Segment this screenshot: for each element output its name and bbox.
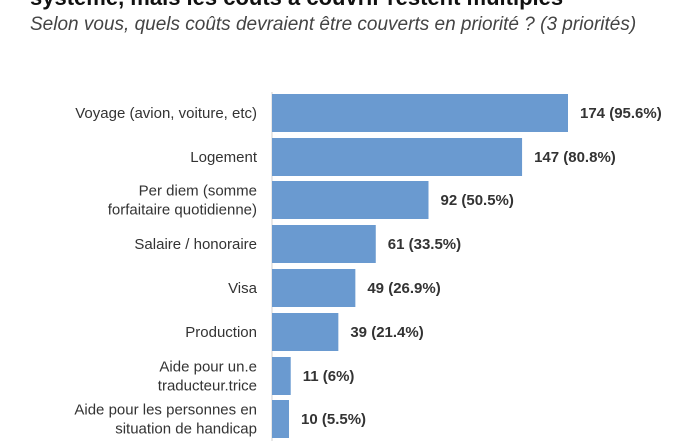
bar <box>272 181 429 219</box>
category-label: Production <box>185 324 257 341</box>
category-label: Per diem (somme forfaitaire quotidienne) <box>108 183 257 219</box>
value-label: 49 (26.9%) <box>367 280 440 297</box>
bar <box>272 313 339 351</box>
bar <box>272 138 523 176</box>
category-label: Aide pour un.e traducteur.trice <box>158 359 257 395</box>
category-label: Salaire / honoraire <box>134 236 257 253</box>
bar <box>272 269 356 307</box>
category-label: Voyage (avion, voiture, etc) <box>75 105 257 122</box>
category-label: Logement <box>190 149 258 166</box>
value-label: 174 (95.6%) <box>580 105 662 122</box>
category-label: Aide pour les personnes en situation de h… <box>74 402 257 438</box>
value-label: 147 (80.8%) <box>534 149 616 166</box>
value-label: 11 (6%) <box>303 368 355 385</box>
category-label: Visa <box>228 280 258 297</box>
bar <box>272 225 376 263</box>
bar <box>272 94 568 132</box>
value-label: 39 (21.4%) <box>350 324 423 341</box>
chart-subtitle: Selon vous, quels coûts devraient être c… <box>30 14 637 35</box>
value-label: 61 (33.5%) <box>388 236 461 253</box>
value-label: 10 (5.5%) <box>301 411 366 428</box>
value-label: 92 (50.5%) <box>441 192 514 209</box>
bar <box>272 357 291 395</box>
chart-title: système, mais les coûts à couvrir resten… <box>30 0 690 11</box>
bar <box>272 400 290 438</box>
